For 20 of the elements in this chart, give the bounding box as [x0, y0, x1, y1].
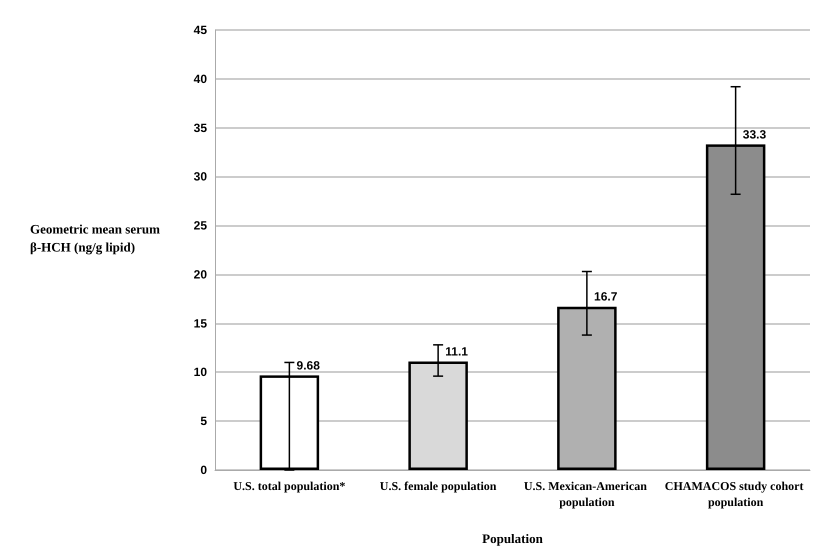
data-label: 16.7	[594, 290, 618, 304]
data-label: 33.3	[742, 127, 766, 142]
y-tick-label: 15	[194, 316, 208, 330]
y-tick-label: 25	[194, 218, 208, 233]
y-axis-title: Geometric mean serum β-HCH (ng/g lipid)	[30, 222, 164, 254]
x-tick-label: U.S. female population	[380, 479, 497, 493]
x-axis-title: Population	[482, 531, 544, 546]
x-tick-label: U.S. Mexican-American population	[524, 479, 650, 509]
y-tick-label: 40	[194, 72, 208, 86]
data-label: 11.1	[445, 344, 468, 358]
y-tick-label: 0	[200, 463, 208, 477]
x-tick-label: CHAMACOS study cohort population	[664, 479, 806, 509]
y-tick-label: 45	[194, 23, 208, 37]
y-tick-label: 30	[194, 170, 208, 184]
y-tick-label: 10	[194, 365, 208, 380]
y-tick-label: 35	[194, 120, 208, 135]
x-tick-label: U.S. total population*	[233, 479, 346, 493]
data-label: 9.68	[296, 358, 320, 372]
y-tick-label: 5	[200, 414, 208, 428]
y-tick-label: 20	[194, 267, 208, 282]
